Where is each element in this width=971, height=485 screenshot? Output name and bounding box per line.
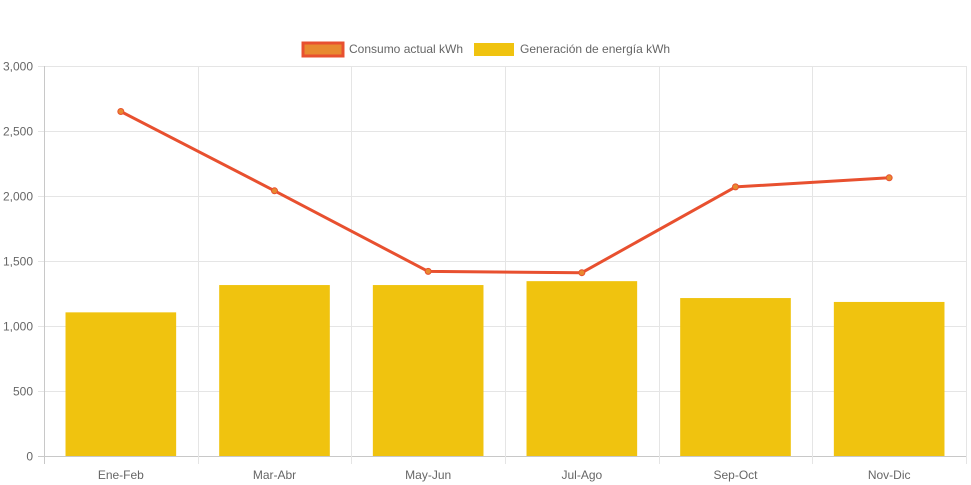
line-series <box>117 108 893 277</box>
grid <box>38 66 967 464</box>
bar <box>65 312 177 456</box>
line-point <box>271 187 278 195</box>
x-tick-label: Mar-Abr <box>253 468 296 482</box>
y-tick-label: 1,500 <box>3 255 33 269</box>
x-tick-label: May-Jun <box>405 468 451 482</box>
legend-label-consumo: Consumo actual kWh <box>349 42 463 56</box>
x-tick-label: Ene-Feb <box>98 468 144 482</box>
bar <box>219 285 330 456</box>
y-tick-label: 2,500 <box>3 125 33 139</box>
x-tick-label: Jul-Ago <box>561 468 602 482</box>
bar <box>680 298 791 456</box>
line-point <box>117 108 125 115</box>
bar-series <box>65 281 945 456</box>
line-point <box>424 267 432 275</box>
x-tick-label: Nov-Dic <box>868 468 911 482</box>
y-tick-label: 0 <box>26 450 33 464</box>
bar <box>372 285 484 456</box>
legend-swatch-generacion <box>474 43 514 56</box>
legend-label-generacion: Generación de energía kWh <box>520 42 670 56</box>
legend: Consumo actual kWh Generación de energía… <box>301 41 670 58</box>
y-tick-label: 3,000 <box>3 60 33 74</box>
y-tick-label: 2,000 <box>3 190 33 204</box>
legend-swatch-consumo <box>301 41 345 58</box>
x-tick-label: Sep-Oct <box>713 468 758 482</box>
bar <box>526 281 638 456</box>
y-tick-label: 500 <box>13 385 33 399</box>
line-point <box>732 183 739 191</box>
x-axis-ticks: Ene-Feb Mar-Abr May-Jun Jul-Ago Sep-Oct Nov-D… <box>98 468 911 482</box>
bar <box>833 301 945 456</box>
line-point <box>578 269 586 277</box>
y-axis-ticks: 0 500 1,000 1,500 2,000 2,500 3,000 <box>3 60 33 464</box>
line-point <box>885 174 893 182</box>
series-line <box>120 110 890 275</box>
y-tick-label: 1,000 <box>3 320 33 334</box>
